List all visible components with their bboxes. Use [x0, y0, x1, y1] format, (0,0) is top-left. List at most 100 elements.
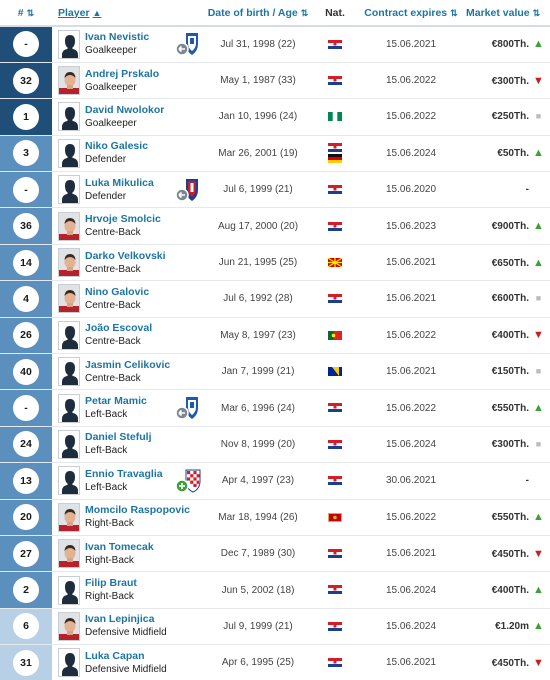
player-name-link[interactable]: Daniel Stefulj [85, 431, 152, 444]
market-value[interactable]: €250Th. [491, 111, 529, 123]
player-name-link[interactable]: Ivan Lepinjica [85, 613, 155, 626]
nationality-cell [314, 644, 356, 680]
player-photo[interactable] [58, 575, 80, 605]
player-photo[interactable] [58, 648, 80, 678]
player-photo[interactable] [58, 102, 80, 132]
market-value[interactable]: €300Th. [491, 438, 529, 450]
flag-montenegro-icon [328, 512, 342, 522]
market-value[interactable]: €550Th. [491, 512, 529, 524]
market-value[interactable]: - [525, 475, 529, 487]
contract-expires: 15.06.2024 [356, 426, 466, 464]
market-value[interactable]: - [525, 184, 529, 196]
shirt-number: - [13, 31, 39, 58]
flag-croatia-icon [328, 621, 342, 631]
player-photo[interactable] [58, 611, 80, 641]
shirt-number: - [13, 395, 39, 422]
date-of-birth: Jul 6, 1999 (21) [202, 171, 314, 209]
shirt-number-cell: 1 [0, 98, 52, 136]
loan-in-icon[interactable] [174, 468, 202, 494]
date-of-birth: Mar 18, 1994 (26) [202, 499, 314, 536]
loan-out-icon[interactable] [174, 395, 202, 421]
market-value[interactable]: €650Th. [491, 257, 529, 269]
player-photo[interactable] [58, 466, 80, 496]
market-value[interactable]: €150Th. [491, 366, 529, 378]
player-name-link[interactable]: Ivan Nevistic [85, 31, 150, 44]
market-value[interactable]: €50Th. [497, 148, 529, 160]
col-header-contract[interactable]: Contract expires ⇅ [356, 0, 466, 27]
contract-expires: 15.06.2024 [356, 135, 466, 173]
shirt-number: 36 [13, 213, 39, 240]
col-header-player[interactable]: Player ▲ [52, 0, 202, 27]
nationality-cell [314, 535, 356, 573]
market-value[interactable]: €800Th. [491, 39, 529, 51]
player-name-link[interactable]: Hrvoje Smolcic [85, 213, 161, 226]
market-value-cell: €450Th. ▼ [466, 644, 550, 680]
nationality-cell [314, 280, 356, 318]
market-value[interactable]: €550Th. [491, 403, 529, 415]
player-photo[interactable] [58, 320, 80, 350]
table-row: 13 Ennio Travaglia Left-Back Apr 4, 1997… [0, 462, 550, 500]
player-cell: Andrej Prskalo Goalkeeper [52, 62, 202, 100]
player-name-link[interactable]: David Nwolokor [85, 103, 165, 116]
market-value-cell: €250Th. ■ [466, 98, 550, 136]
player-position: Goalkeeper [85, 81, 137, 93]
nationality-cell [314, 462, 356, 500]
player-photo[interactable] [58, 248, 80, 278]
contract-expires: 15.06.2022 [356, 62, 466, 100]
player-name-link[interactable]: Nino Galovic [85, 285, 150, 298]
col-header-dob[interactable]: Date of birth / Age ⇅ [202, 0, 314, 27]
col-header-number[interactable]: # ⇅ [0, 0, 52, 27]
player-name-link[interactable]: Momcilo Raspopovic [85, 504, 191, 517]
player-name-link[interactable]: Luka Mikulica [85, 176, 154, 189]
col-header-market-value[interactable]: Market value ⇅ [466, 0, 550, 27]
market-value[interactable]: €450Th. [491, 548, 529, 560]
player-photo[interactable] [58, 357, 80, 387]
player-name-link[interactable]: João Escoval [85, 322, 153, 335]
market-value[interactable]: €400Th. [491, 330, 529, 342]
market-value[interactable]: €600Th. [491, 293, 529, 305]
player-photo[interactable] [58, 539, 80, 569]
player-photo[interactable] [58, 429, 80, 459]
contract-expires: 15.06.2021 [356, 26, 466, 63]
player-photo[interactable] [58, 175, 80, 205]
player-name-link[interactable]: Ennio Travaglia [85, 467, 163, 480]
market-value-cell: €650Th. ▲ [466, 244, 550, 282]
trend-down-icon: ▼ [533, 656, 544, 669]
player-photo[interactable] [58, 502, 80, 532]
loan-out-icon[interactable] [174, 177, 202, 203]
player-name-link[interactable]: Andrej Prskalo [85, 67, 160, 80]
nationality-cell [314, 62, 356, 100]
table-header-row: # ⇅ Player ▲ Date of birth / Age ⇅ Nat. Con… [0, 0, 550, 27]
loan-out-icon[interactable] [174, 31, 202, 57]
player-name-link[interactable]: Petar Mamic [85, 395, 147, 408]
player-name-link[interactable]: Luka Capan [85, 649, 145, 662]
player-photo[interactable] [58, 66, 80, 96]
table-row: - Luka Mikulica Defender Jul 6, 1999 (21… [0, 171, 550, 209]
market-value[interactable]: €900Th. [491, 221, 529, 233]
player-name-link[interactable]: Niko Galesic [85, 140, 149, 153]
player-photo[interactable] [58, 138, 80, 168]
market-value[interactable]: €400Th. [491, 585, 529, 597]
date-of-birth: Jun 21, 1995 (25) [202, 244, 314, 282]
player-photo[interactable] [58, 211, 80, 241]
nationality-cell [314, 571, 356, 609]
trend-down-icon: ▼ [533, 547, 544, 560]
player-photo[interactable] [58, 284, 80, 314]
trend-same-icon: ■ [535, 438, 542, 449]
player-name-link[interactable]: Filip Braut [85, 577, 137, 590]
shirt-number-cell: 13 [0, 462, 52, 500]
market-value[interactable]: €450Th. [491, 657, 529, 669]
player-name-link[interactable]: Jasmin Celikovic [85, 358, 171, 371]
contract-expires: 15.06.2021 [356, 353, 466, 391]
flag-croatia-icon [328, 75, 342, 85]
table-row: 3 Niko Galesic Defender Mar 26, 2001 (19… [0, 135, 550, 173]
market-value[interactable]: €1.20m [495, 621, 529, 633]
nationality-cell [314, 26, 356, 63]
flag-croatia-icon [328, 585, 342, 595]
table-row: 27 Ivan Tomecak Right-Back Dec 7, 1989 (… [0, 535, 550, 573]
player-name-link[interactable]: Darko Velkovski [85, 249, 166, 262]
player-name-link[interactable]: Ivan Tomecak [85, 540, 154, 553]
player-photo[interactable] [58, 29, 80, 59]
market-value[interactable]: €300Th. [491, 75, 529, 87]
player-photo[interactable] [58, 393, 80, 423]
